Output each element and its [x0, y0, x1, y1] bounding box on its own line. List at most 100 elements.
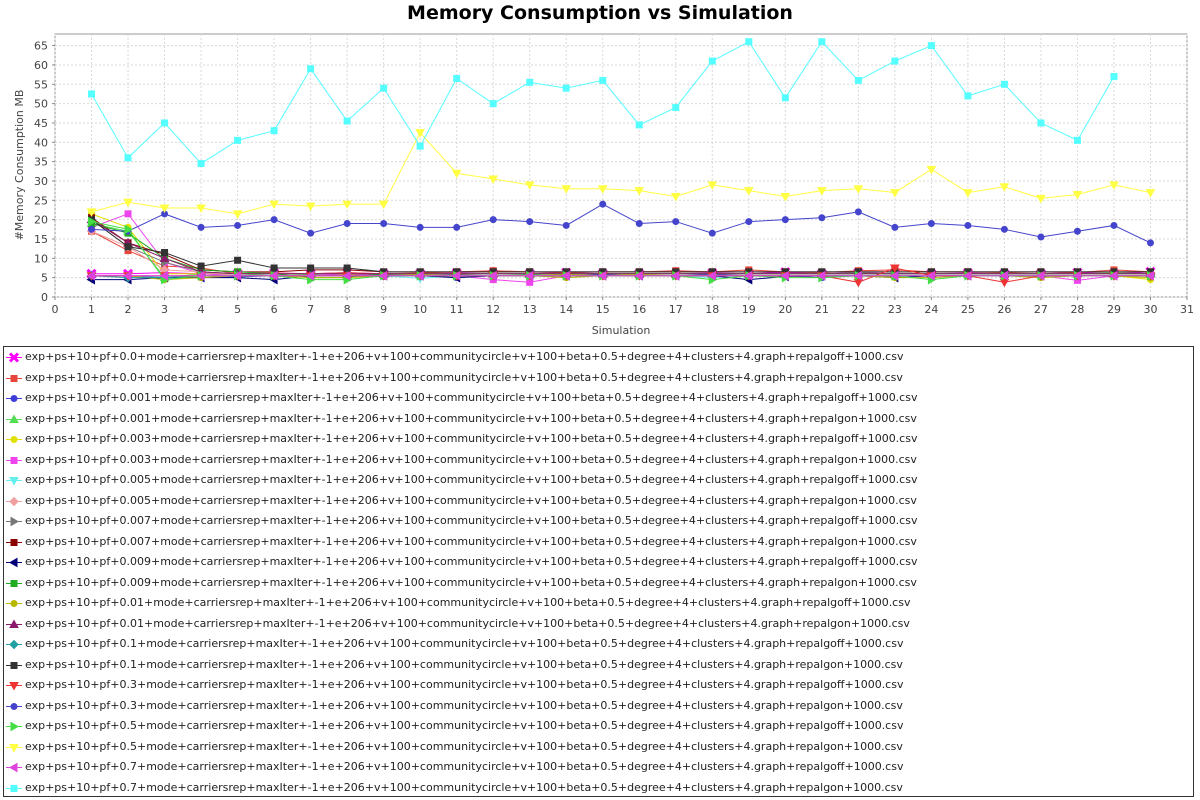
data-point [1145, 270, 1154, 281]
legend-marker-icon [6, 516, 22, 527]
data-point [124, 224, 134, 235]
x-tick-label: 31 [1180, 303, 1194, 316]
data-point [88, 216, 97, 227]
x-tick-label: 29 [1107, 303, 1121, 316]
data-point [854, 208, 862, 216]
legend-marker-icon [6, 436, 22, 443]
data-point [270, 127, 278, 135]
legend-marker-icon [6, 784, 22, 792]
legend-item: exp+ps+10+pf+0.7+mode+carriersrep+maxIte… [4, 758, 1189, 778]
data-point [489, 100, 497, 108]
data-point [816, 270, 826, 281]
data-point [415, 129, 426, 138]
series-line [91, 219, 1151, 275]
data-point [927, 220, 935, 228]
data-point [854, 76, 862, 84]
data-point [232, 270, 242, 281]
legend-label: exp+ps+10+pf+0.1+mode+carriersrep+maxIte… [25, 657, 903, 671]
y-tick-label: 65 [34, 40, 48, 53]
y-tick-label: 5 [41, 272, 48, 285]
data-point [1035, 270, 1045, 281]
data-point [123, 198, 133, 208]
x-axis-label: Simulation [592, 324, 651, 337]
x-tick-label: 3 [161, 303, 168, 316]
data-point [891, 223, 899, 231]
x-tick-label: 12 [486, 303, 500, 316]
legend-item: exp+ps+10+pf+0.003+mode+carriersrep+maxI… [4, 451, 1189, 471]
data-point [781, 216, 789, 224]
legend-label: exp+ps+10+pf+0.0+mode+carriersrep+maxIte… [25, 350, 904, 363]
legend-marker-icon [6, 456, 22, 464]
data-point [890, 189, 900, 198]
data-point [159, 253, 170, 262]
data-point [488, 270, 497, 281]
data-point [1110, 73, 1118, 81]
data-point [196, 270, 205, 281]
legend-label: exp+ps+10+pf+0.0+mode+carriersrep+maxIte… [25, 370, 903, 384]
x-tick-label: 17 [669, 303, 683, 316]
chart-title: Memory Consumption vs Simulation [407, 2, 793, 24]
y-tick-label: 50 [34, 98, 48, 111]
data-point [670, 192, 681, 202]
data-point [926, 270, 935, 281]
x-tick-label: 20 [778, 303, 792, 316]
legend-marker-icon [6, 352, 22, 363]
legend-label: exp+ps+10+pf+0.005+mode+carriersrep+maxI… [25, 473, 918, 486]
data-point [270, 216, 278, 224]
data-point [453, 74, 461, 82]
legend-item: exp+ps+10+pf+0.1+mode+carriersrep+maxIte… [4, 656, 1189, 676]
data-point [634, 270, 643, 281]
series-line [91, 131, 1151, 215]
legend-label: exp+ps+10+pf+0.007+mode+carriersrep+maxI… [25, 514, 918, 527]
y-tick-label: 35 [34, 156, 48, 169]
data-point [927, 42, 935, 50]
data-point [635, 121, 643, 129]
data-point [343, 220, 351, 228]
data-point [269, 270, 278, 281]
data-point [1110, 221, 1118, 229]
series-21 [86, 270, 1154, 281]
legend-marker-icon [6, 618, 22, 628]
data-point [818, 214, 826, 222]
data-point [707, 270, 716, 281]
y-tick-label: 10 [34, 252, 48, 265]
legend-item: exp+ps+10+pf+0.3+mode+carriersrep+maxIte… [4, 676, 1189, 696]
legend-item: exp+ps+10+pf+0.5+mode+carriersrep+maxIte… [4, 738, 1189, 758]
data-point [891, 57, 899, 65]
data-point [1037, 233, 1045, 241]
data-point [1109, 181, 1119, 190]
legend-item: exp+ps+10+pf+0.003+mode+carriersrep+maxI… [4, 430, 1189, 450]
data-point [86, 208, 97, 217]
data-point [780, 192, 791, 202]
legend-label: exp+ps+10+pf+0.003+mode+carriersrep+maxI… [25, 452, 917, 466]
legend-item: exp+ps+10+pf+0.1+mode+carriersrep+maxIte… [4, 635, 1189, 655]
data-point [743, 270, 753, 281]
y-axis-label: #Memory Consumption MB [13, 90, 26, 241]
data-point [926, 165, 937, 175]
legend-item: exp+ps+10+pf+0.005+mode+carriersrep+maxI… [4, 492, 1189, 512]
y-tick-label: 0 [41, 291, 48, 304]
x-tick-label: 19 [742, 303, 756, 316]
legend-marker-icon [6, 395, 22, 402]
data-point [1145, 189, 1156, 198]
legend-marker-icon [6, 413, 22, 423]
x-tick-label: 24 [924, 303, 938, 316]
x-tick-label: 26 [997, 303, 1011, 316]
data-point [1073, 136, 1081, 144]
data-point [307, 264, 315, 272]
y-tick-label: 40 [34, 136, 48, 149]
y-tick-label: 45 [34, 117, 48, 130]
data-point [562, 84, 570, 92]
data-point [88, 90, 96, 98]
legend-marker-icon [6, 682, 22, 691]
x-tick-label: 22 [851, 303, 865, 316]
data-point [451, 270, 461, 281]
data-point [416, 223, 424, 231]
data-point [707, 181, 718, 190]
data-point [489, 216, 497, 224]
legend-marker-icon [6, 538, 22, 546]
x-tick-label: 2 [125, 303, 132, 316]
data-point [307, 65, 315, 73]
data-point [1072, 270, 1081, 281]
legend-label: exp+ps+10+pf+0.7+mode+carriersrep+maxIte… [25, 780, 903, 794]
